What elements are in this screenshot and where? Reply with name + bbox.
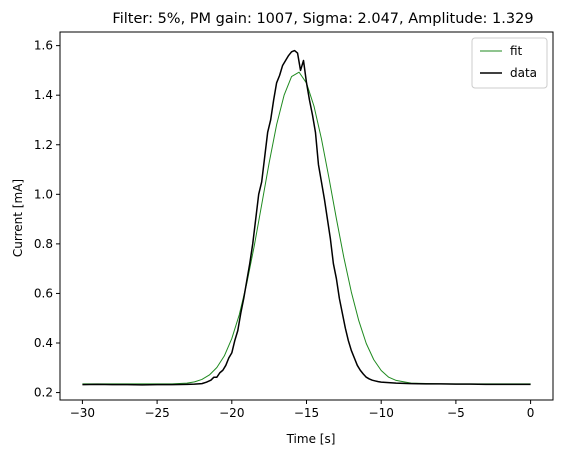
x-tick-label: −15	[294, 406, 319, 420]
y-tick-label: 1.0	[34, 187, 53, 201]
y-tick-label: 1.4	[34, 88, 53, 102]
legend-label-data: data	[510, 66, 537, 80]
y-tick-label: 0.6	[34, 286, 53, 300]
x-tick-label: −10	[369, 406, 394, 420]
plot-area	[82, 49, 531, 386]
y-tick-label: 0.2	[34, 386, 53, 400]
x-tick-label: 0	[527, 406, 535, 420]
x-tick-label: −30	[70, 406, 95, 420]
x-axis-label: Time [s]	[286, 432, 336, 446]
x-tick-label: −5	[447, 406, 465, 420]
chart-title: Filter: 5%, PM gain: 1007, Sigma: 2.047,…	[112, 11, 533, 27]
series-line-fit	[82, 71, 531, 385]
y-tick-label: 0.4	[34, 336, 53, 350]
x-tick-label: −20	[219, 406, 244, 420]
legend: fit data	[471, 37, 548, 89]
x-tick-label: −25	[144, 406, 169, 420]
y-axis-ticks: 0.2 0.4 0.6 0.8 1.0 1.2 1.4 1.6	[34, 39, 60, 400]
legend-label-fit: fit	[510, 44, 523, 58]
y-tick-label: 1.6	[34, 39, 53, 53]
y-tick-label: 1.2	[34, 138, 53, 152]
series-line-data	[82, 49, 531, 386]
x-axis-ticks: −30 −25 −20 −15 −10 −5 0	[70, 400, 535, 420]
y-tick-label: 0.8	[34, 237, 53, 251]
y-axis-label: Current [mA]	[11, 179, 25, 257]
